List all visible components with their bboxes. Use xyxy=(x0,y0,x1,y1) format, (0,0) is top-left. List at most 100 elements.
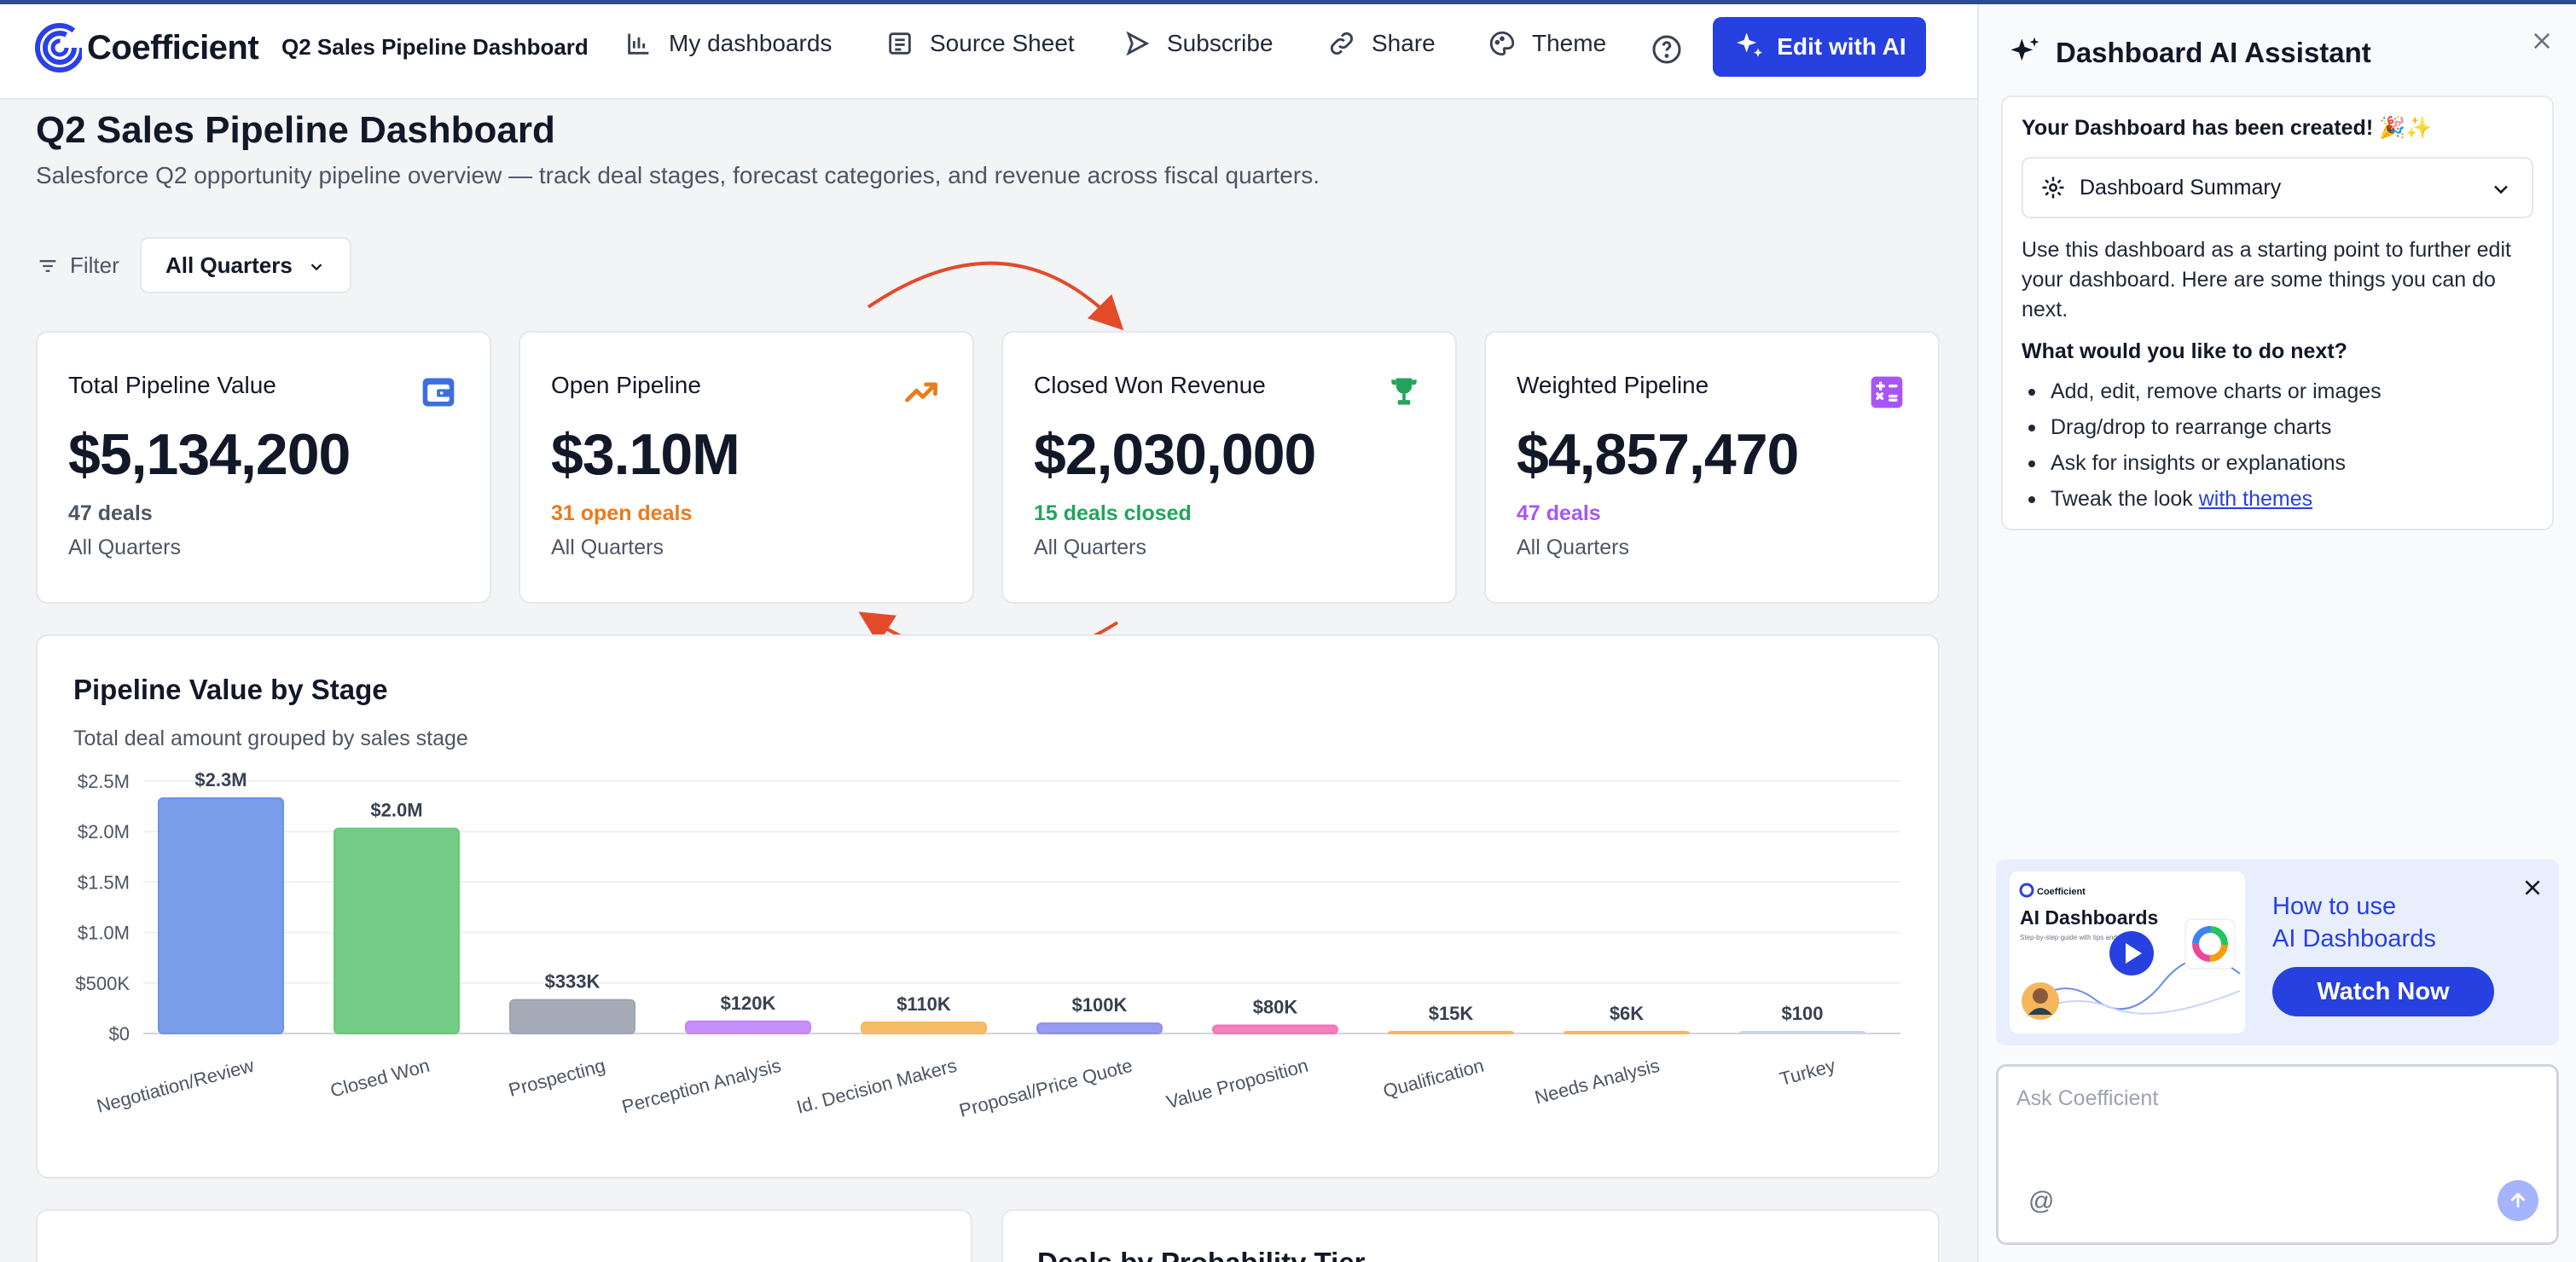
promo-heading: How to use AI Dashboards xyxy=(2272,890,2436,955)
suggestion-item: Drag/drop to rearrange charts xyxy=(2028,409,2382,445)
promo-video-thumbnail[interactable]: Coefficient AI Dashboards Step-by-step g… xyxy=(2010,871,2245,1033)
assistant-message-heading: Your Dashboard has been created! 🎉✨ xyxy=(2022,116,2433,140)
kpi-value: $3.10M xyxy=(551,422,740,487)
kpi-card-closed-won[interactable]: Closed Won Revenue $2,030,000 15 deals c… xyxy=(1001,331,1457,604)
question-circle-icon[interactable] xyxy=(1651,34,1682,65)
nav-label: Subscribe xyxy=(1167,30,1273,56)
panel-title: Dashboard AI Assistant xyxy=(2006,34,2371,72)
kpi-card-weighted-pipeline[interactable]: Weighted Pipeline $4,857,470 47 deals Al… xyxy=(1484,331,1940,604)
ask-placeholder: Ask Coefficient xyxy=(2016,1086,2159,1110)
close-icon[interactable] xyxy=(2521,877,2544,899)
bar-data-label: $100K xyxy=(1072,994,1128,1016)
edit-with-ai-button[interactable]: Edit with AI xyxy=(1713,17,1926,77)
nav-source-sheet[interactable]: Source Sheet xyxy=(885,29,1075,58)
mention-button[interactable]: @ xyxy=(2028,1187,2055,1215)
kpi-deals: 47 deals xyxy=(68,501,153,525)
bar-data-label: $15K xyxy=(1429,1003,1474,1024)
kpi-title: Total Pipeline Value xyxy=(68,372,276,398)
trophy-icon xyxy=(1391,378,1417,405)
thumb-brand: Coefficient xyxy=(2037,887,2086,897)
bar-data-label: $120K xyxy=(721,993,776,1014)
y-tick-label: $1.5M xyxy=(78,871,130,893)
bar xyxy=(1036,1022,1163,1035)
nav-subscribe[interactable]: Subscribe xyxy=(1123,29,1273,58)
nav-label: Theme xyxy=(1532,30,1607,56)
promo-heading-line1: How to use xyxy=(2272,893,2397,920)
coefficient-logo-icon xyxy=(35,23,82,72)
dashboard-name: Q2 Sales Pipeline Dashboard xyxy=(281,34,589,60)
watch-now-button[interactable]: Watch Now xyxy=(2272,967,2494,1016)
kpi-period: All Quarters xyxy=(1034,535,1146,559)
top-navbar xyxy=(0,4,1977,100)
bottom-chart-title: Deals by Probability Tier xyxy=(1037,1247,1366,1262)
chart-subtitle: Total deal amount grouped by sales stage xyxy=(73,727,468,750)
bar xyxy=(1212,1024,1338,1035)
y-tick-label: $0 xyxy=(109,1023,130,1045)
sparkle-icon xyxy=(2010,37,2039,61)
assistant-message-body: Use this dashboard as a starting point t… xyxy=(2022,238,2511,321)
kpi-title: Closed Won Revenue xyxy=(1034,372,1266,398)
bar-data-label: $333K xyxy=(545,971,600,993)
kpi-title: Open Pipeline xyxy=(551,372,701,398)
kpi-card-open-pipeline[interactable]: Open Pipeline $3.10M 31 open deals All Q… xyxy=(519,331,974,604)
kpi-deals: 15 deals closed xyxy=(1034,501,1192,525)
send-icon xyxy=(1126,31,1150,56)
kpi-period: All Quarters xyxy=(68,535,181,559)
top-accent-bar xyxy=(0,0,2576,4)
y-tick-label: $500K xyxy=(75,973,130,994)
bar xyxy=(158,797,284,1035)
kpi-card-total-pipeline[interactable]: Total Pipeline Value $5,134,200 47 deals… xyxy=(36,331,491,604)
close-icon[interactable] xyxy=(2530,29,2554,53)
summary-label: Dashboard Summary xyxy=(2080,175,2282,200)
chart-bars-icon xyxy=(628,33,649,55)
chevron-down-icon xyxy=(310,263,322,271)
filter-text: Filter xyxy=(70,252,119,278)
send-button[interactable] xyxy=(2498,1180,2538,1221)
quarter-filter-select[interactable]: All Quarters xyxy=(140,237,351,293)
bar xyxy=(1388,1031,1514,1034)
bar xyxy=(509,999,635,1035)
sparkle-icon xyxy=(1737,32,1763,57)
sheet-icon xyxy=(889,32,911,55)
nav-my-dashboards[interactable]: My dashboards xyxy=(624,29,832,58)
suggestion-list: Add, edit, remove charts or images Drag/… xyxy=(2028,373,2382,517)
kpi-deals: 47 deals xyxy=(1517,501,1601,525)
chevron-down-icon xyxy=(2494,185,2508,194)
calculator-icon xyxy=(1871,376,1903,408)
ask-coefficient-input[interactable] xyxy=(1996,1064,2559,1245)
kpi-value: $5,134,200 xyxy=(68,422,351,487)
suggestion-item-themes: Tweak the look with themes xyxy=(2028,481,2382,517)
nav-share[interactable]: Share xyxy=(1327,29,1436,58)
nav-label: My dashboards xyxy=(669,30,833,56)
assistant-question: What would you like to do next? xyxy=(2022,339,2347,363)
themes-link[interactable]: with themes xyxy=(2198,487,2313,511)
bar xyxy=(1739,1031,1865,1034)
x-tick-label: Value Proposition xyxy=(1164,1055,1310,1113)
x-tick-label: Prospecting xyxy=(507,1055,608,1101)
kpi-value: $2,030,000 xyxy=(1034,422,1316,487)
chart-card-bottom-left[interactable] xyxy=(36,1209,972,1262)
thumb-sub: Step-by-step guide with tips and tricks xyxy=(2020,934,2135,941)
promo-thumbnail-art: Coefficient AI Dashboards Step-by-step g… xyxy=(2019,883,2241,1020)
suggestion-item: Ask for insights or explanations xyxy=(2028,445,2382,481)
wallet-icon xyxy=(422,378,455,407)
panel-title-text: Dashboard AI Assistant xyxy=(2056,37,2371,68)
filter-label[interactable]: Filter xyxy=(36,252,119,279)
bar xyxy=(1564,1031,1690,1034)
bar-data-label: $2.0M xyxy=(370,800,422,821)
suggestion-item: Add, edit, remove charts or images xyxy=(2028,373,2382,409)
nav-theme[interactable]: Theme xyxy=(1488,29,1606,58)
kpi-title: Weighted Pipeline xyxy=(1517,372,1709,398)
quarter-filter-value: All Quarters xyxy=(165,252,293,278)
arrow-up-icon xyxy=(2510,1192,2526,1207)
bar-data-label: $100 xyxy=(1782,1003,1824,1024)
edit-with-ai-label: Edit with AI xyxy=(1777,33,1906,60)
chart-card-bottom-right[interactable] xyxy=(1001,1209,1940,1262)
summary-icon xyxy=(2042,177,2064,199)
coefficient-logo[interactable]: Coefficient xyxy=(34,20,259,75)
nav-label: Share xyxy=(1372,30,1436,56)
x-tick-label: Needs Analysis xyxy=(1533,1055,1662,1109)
brand-name: Coefficient xyxy=(87,28,259,67)
dashboard-summary-dropdown[interactable]: Dashboard Summary xyxy=(2022,157,2533,218)
arrow-forward xyxy=(867,261,1124,331)
